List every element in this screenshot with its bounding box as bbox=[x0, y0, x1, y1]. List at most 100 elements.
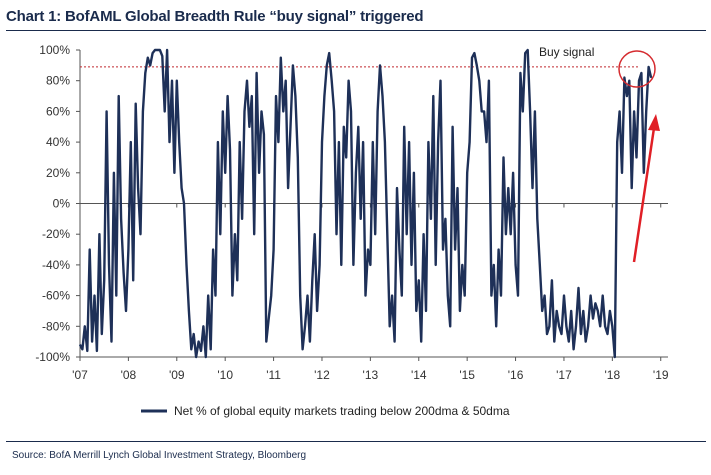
data-point bbox=[156, 49, 158, 51]
y-tick-labels: -100% -80% -60% -40% -20% 0% 20% 40% 60% 80% 100% bbox=[35, 43, 70, 364]
data-point bbox=[231, 295, 233, 297]
data-point bbox=[645, 110, 647, 112]
x-tick-label: '15 bbox=[459, 368, 475, 382]
data-point bbox=[152, 52, 154, 54]
data-point bbox=[241, 218, 243, 220]
data-point bbox=[101, 333, 103, 335]
data-point bbox=[536, 218, 538, 220]
data-point bbox=[294, 95, 296, 97]
data-point bbox=[323, 95, 325, 97]
data-point bbox=[529, 110, 531, 112]
data-point bbox=[200, 350, 202, 352]
data-point bbox=[418, 279, 420, 281]
data-point bbox=[406, 233, 408, 235]
data-point bbox=[524, 52, 526, 54]
y-tick-label: -60% bbox=[42, 289, 70, 303]
data-point bbox=[166, 49, 168, 51]
data-point bbox=[485, 141, 488, 143]
data-point bbox=[597, 310, 599, 312]
data-point bbox=[430, 218, 432, 220]
data-point bbox=[246, 80, 248, 82]
data-point bbox=[188, 310, 190, 312]
data-point bbox=[648, 66, 650, 68]
data-point bbox=[333, 110, 335, 112]
data-point bbox=[590, 295, 592, 297]
y-tick-label: 100% bbox=[39, 43, 70, 57]
data-point bbox=[544, 295, 546, 297]
arrow-head bbox=[648, 114, 660, 131]
y-tick-label: -40% bbox=[42, 258, 70, 272]
data-point bbox=[183, 202, 185, 205]
data-point bbox=[282, 110, 284, 112]
y-tick-label: 60% bbox=[46, 104, 70, 118]
data-point bbox=[115, 295, 117, 297]
data-point bbox=[473, 52, 475, 54]
data-point bbox=[592, 318, 594, 320]
data-point bbox=[621, 172, 623, 174]
data-point bbox=[79, 344, 81, 346]
data-point bbox=[239, 141, 241, 143]
y-tick-label: 80% bbox=[46, 74, 70, 88]
data-point bbox=[379, 64, 381, 66]
data-point bbox=[452, 126, 454, 128]
buy-signal-annotation: Buy signal bbox=[539, 45, 594, 59]
data-point bbox=[178, 141, 180, 143]
data-point bbox=[553, 341, 555, 343]
data-point bbox=[490, 295, 492, 297]
data-point bbox=[594, 302, 597, 304]
data-point bbox=[268, 318, 270, 320]
data-point bbox=[568, 341, 570, 343]
data-point bbox=[563, 295, 565, 297]
data-point bbox=[335, 233, 338, 235]
data-point bbox=[260, 110, 263, 112]
data-point bbox=[181, 187, 183, 189]
data-point bbox=[328, 52, 330, 54]
data-point bbox=[408, 141, 410, 143]
data-point bbox=[466, 172, 468, 174]
data-point bbox=[360, 218, 362, 220]
legend-label: Net % of global equity markets trading b… bbox=[174, 404, 510, 418]
y-tick-label: -80% bbox=[42, 319, 70, 333]
data-point bbox=[638, 80, 640, 82]
data-point bbox=[142, 110, 144, 112]
data-point bbox=[108, 264, 110, 266]
data-point bbox=[185, 264, 188, 266]
data-point bbox=[381, 95, 384, 97]
data-point bbox=[585, 341, 587, 343]
x-tick-label: '17 bbox=[556, 368, 572, 382]
data-point bbox=[287, 187, 289, 189]
data-point bbox=[205, 356, 207, 358]
data-point bbox=[106, 110, 108, 112]
data-point bbox=[369, 264, 371, 266]
data-point bbox=[331, 80, 333, 82]
y-tick-label: -20% bbox=[42, 227, 70, 241]
data-point bbox=[517, 295, 519, 297]
data-point bbox=[367, 249, 369, 251]
data-point bbox=[471, 57, 473, 59]
data-point bbox=[195, 356, 197, 358]
data-point bbox=[234, 233, 236, 235]
data-point bbox=[435, 264, 437, 266]
data-point bbox=[306, 295, 309, 297]
data-point bbox=[212, 249, 214, 251]
data-point bbox=[275, 95, 277, 97]
data-point bbox=[423, 233, 425, 235]
data-point bbox=[132, 279, 134, 281]
data-point bbox=[500, 295, 502, 297]
data-point bbox=[599, 325, 601, 327]
data-point bbox=[89, 249, 91, 251]
x-tick-label: '07 bbox=[72, 368, 88, 382]
data-point bbox=[253, 233, 255, 235]
data-point bbox=[219, 233, 221, 235]
data-point bbox=[575, 325, 577, 327]
data-point bbox=[633, 110, 635, 112]
data-point bbox=[340, 264, 342, 266]
data-point bbox=[389, 325, 391, 327]
data-point bbox=[314, 233, 316, 235]
x-tick-label: '10 bbox=[217, 368, 233, 382]
data-point bbox=[103, 279, 105, 281]
data-point bbox=[631, 187, 633, 189]
data-point bbox=[193, 333, 195, 335]
data-point bbox=[217, 141, 219, 143]
data-point bbox=[461, 264, 463, 266]
